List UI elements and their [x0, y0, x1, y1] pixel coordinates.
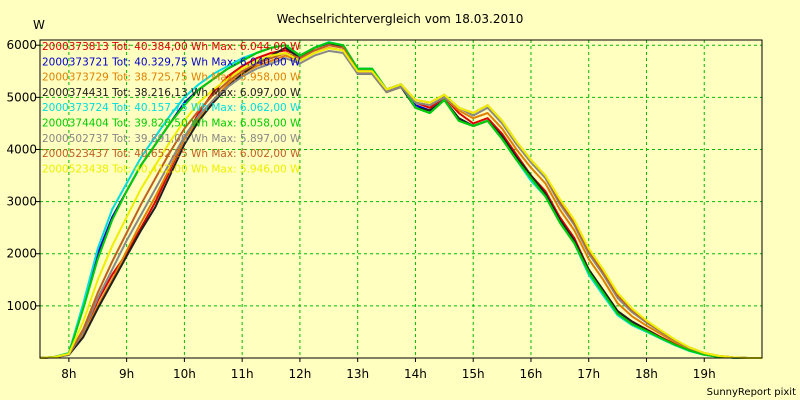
legend-entry-7: 2000502737 Tot: 39.891,00 Wh Max: 5.897,… — [42, 133, 301, 145]
legend-entry-5: 2000373724 Tot: 40.157,75 Wh Max: 6.062,… — [42, 102, 301, 114]
legend-entry-1: 2000373813 Tot: 40.384,00 Wh Max: 6.044,… — [42, 41, 301, 53]
x-axis-ticks: 8h 9h 10h 11h 12h 13h 14h 15h 16h 17h 18h 19h — [61, 358, 716, 381]
y-tick-label: 5000 — [6, 90, 37, 104]
legend-entry-9: 2000523438 Tot: 40.412,00 Wh Max: 5.946,… — [42, 163, 301, 175]
x-tick-label: 12h — [288, 367, 311, 381]
plot-background — [40, 40, 762, 358]
y-axis-ticks: 1000 2000 3000 4000 5000 6000 — [6, 38, 40, 313]
legend-entry-6: 2000374404 Tot: 39.828,50 Wh Max: 6.058,… — [42, 118, 301, 130]
x-tick-label: 18h — [635, 367, 658, 381]
x-tick-label: 8h — [61, 367, 76, 381]
legend-entry-3: 2000373729 Tot: 38.725,75 Wh Max: 5.958,… — [42, 72, 301, 84]
x-tick-label: 16h — [520, 367, 543, 381]
x-tick-label: 15h — [462, 367, 485, 381]
x-tick-label: 14h — [404, 367, 427, 381]
y-axis-unit-label: W — [33, 18, 45, 32]
credit-label: SunnyReport pixit — [707, 387, 796, 398]
y-tick-label: 1000 — [6, 299, 37, 313]
series-line-9 — [39, 47, 762, 359]
legend: 2000373813 Tot: 40.384,00 Wh Max: 6.044,… — [42, 41, 301, 175]
legend-entry-4: 2000374431 Tot: 38.216,13 Wh Max: 6.097,… — [42, 87, 301, 99]
x-tick-label: 9h — [119, 367, 134, 381]
x-tick-label: 10h — [173, 367, 196, 381]
x-tick-label: 17h — [577, 367, 600, 381]
y-tick-label: 4000 — [6, 142, 37, 156]
series-line-7 — [39, 49, 762, 359]
x-tick-label: 13h — [346, 367, 369, 381]
grid-lines — [40, 40, 762, 358]
chart-title: Wechselrichtervergleich vom 18.03.2010 — [277, 12, 524, 26]
plot-area: 2000373813 Tot: 40.384,00 Wh Max: 6.044,… — [39, 39, 763, 359]
x-tick-label: 19h — [693, 367, 716, 381]
y-tick-label: 6000 — [6, 38, 37, 52]
legend-entry-8: 2000523437 Tot: 40.652,25 Wh Max: 6.002,… — [42, 148, 301, 160]
plot-border — [39, 39, 763, 359]
series-lines — [39, 41, 762, 359]
y-tick-label: 3000 — [6, 195, 37, 209]
x-tick-label: 11h — [231, 367, 254, 381]
legend-entry-2: 2000373721 Tot: 40.329,75 Wh Max: 6.040,… — [42, 56, 301, 68]
y-tick-label: 2000 — [6, 247, 37, 261]
